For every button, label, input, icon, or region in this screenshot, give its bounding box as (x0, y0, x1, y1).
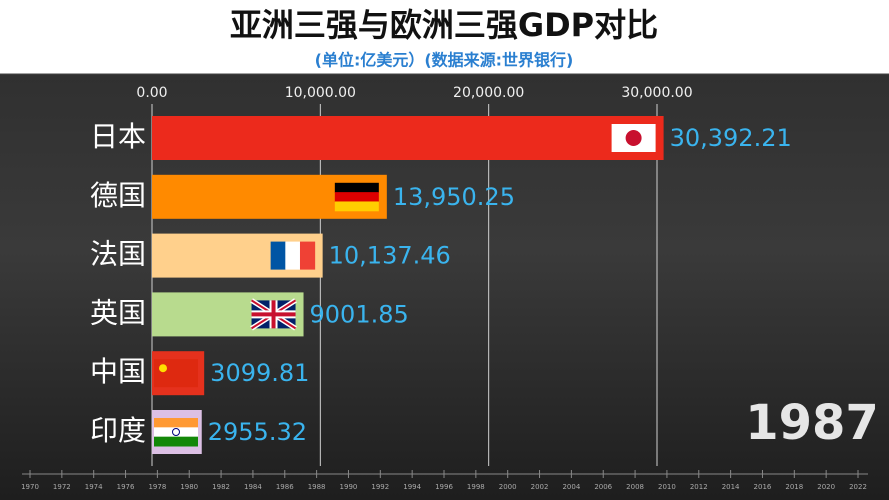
timeline-label: 2006 (594, 483, 612, 491)
x-tick-label: 0.00 (136, 85, 167, 101)
flag (251, 300, 296, 329)
x-tick-label: 30,000.00 (621, 85, 692, 101)
flag (285, 241, 301, 270)
chart-title: 亚洲三强与欧洲三强GDP对比 (230, 6, 658, 44)
value-label: 3099.81 (210, 359, 309, 387)
x-tick-label: 20,000.00 (453, 85, 524, 101)
flag (154, 436, 198, 447)
timeline-label: 2004 (562, 483, 580, 491)
y-tick-label: 中国 (90, 355, 146, 388)
timeline-label: 2010 (658, 483, 676, 491)
flag (334, 192, 379, 202)
y-tick-label: 英国 (90, 296, 146, 329)
flag-icon (611, 124, 656, 152)
timeline-label: 2012 (690, 483, 708, 491)
flag (270, 241, 286, 270)
timeline-label: 1996 (435, 483, 453, 491)
timeline-label: 1978 (148, 483, 166, 491)
value-label: 10,137.46 (329, 242, 451, 270)
value-label: 30,392.21 (670, 124, 792, 152)
timeline-label: 2000 (499, 483, 517, 491)
flag (159, 364, 167, 373)
timeline-label: 1982 (212, 483, 230, 491)
flag-icon (250, 298, 297, 331)
flag (334, 201, 379, 212)
timeline-label: 1980 (180, 483, 198, 491)
flag-icon (154, 418, 198, 447)
flag (154, 427, 198, 438)
flag-icon (334, 182, 379, 212)
bar (152, 116, 664, 160)
value-label: 9001.85 (310, 300, 409, 328)
flag (172, 428, 180, 436)
flag (299, 241, 316, 270)
flag (154, 359, 198, 388)
timeline-label: 1976 (117, 483, 135, 491)
timeline-label: 1992 (371, 483, 389, 491)
timeline-label: 2002 (531, 483, 549, 491)
timeline-label: 2020 (817, 483, 835, 491)
timeline-label: 2016 (754, 483, 772, 491)
y-tick-label: 印度 (90, 414, 146, 447)
flag-icon (154, 359, 198, 388)
chart-subtitle: (单位:亿美元）(数据来源:世界银行) (315, 51, 574, 70)
timeline-label: 1998 (467, 483, 485, 491)
title-band (0, 0, 889, 74)
timeline-label: 1970 (21, 483, 39, 491)
y-tick-label: 法国 (90, 238, 146, 271)
timeline-label: 1990 (340, 483, 358, 491)
y-tick-label: 德国 (90, 179, 146, 212)
timeline-label: 1984 (244, 483, 262, 491)
timeline-label: 2014 (722, 483, 740, 491)
timeline-label: 1986 (276, 483, 294, 491)
timeline-label: 2018 (785, 483, 803, 491)
flag (154, 418, 198, 428)
timeline-label: 1988 (308, 483, 326, 491)
timeline-label: 2022 (849, 483, 867, 491)
y-tick-label: 日本 (90, 120, 146, 153)
year-label: 1987 (745, 395, 879, 451)
value-label: 2955.32 (208, 418, 307, 446)
flag-icon (270, 241, 316, 270)
flag (625, 130, 642, 146)
x-tick-label: 10,000.00 (285, 85, 356, 101)
timeline-label: 2008 (626, 483, 644, 491)
timeline-label: 1972 (53, 483, 71, 491)
timeline-label: 1974 (85, 483, 103, 491)
value-label: 13,950.25 (393, 183, 515, 211)
timeline-label: 1994 (403, 483, 421, 491)
flag (334, 182, 379, 193)
